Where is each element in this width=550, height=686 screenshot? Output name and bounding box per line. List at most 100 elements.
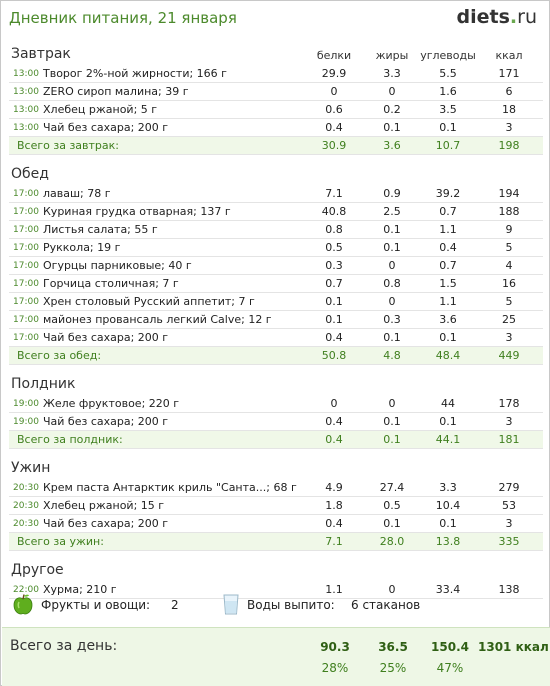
food-time: 17:00	[13, 189, 39, 199]
food-carbs: 44	[441, 397, 455, 410]
food-name[interactable]: Руккола; 19 г	[43, 241, 121, 254]
day-total-panel: Всего за день: 90.3 36.5 150.4 1301 ккал…	[2, 627, 550, 686]
meal-total-carbs: 10.7	[435, 139, 461, 152]
food-row[interactable]: 13:00 Чай без сахара; 200 г 0.4 0.1 0.1 3	[9, 119, 543, 137]
title-row: Дневник питания, 21 января diets.ru	[1, 1, 550, 35]
food-kcal: 3	[505, 121, 513, 134]
fruit-veg-count: 2	[171, 598, 179, 612]
food-protein: 0.7	[325, 277, 343, 290]
food-row[interactable]: 17:00 майонез провансаль легкий Calve; 12…	[9, 311, 543, 329]
food-name[interactable]: ZERO сироп малина; 39 г	[43, 85, 189, 98]
food-kcal: 3	[505, 331, 513, 344]
section-gap	[9, 155, 543, 163]
food-row[interactable]: 19:00 Желе фруктовое; 220 г 0 0 44 178	[9, 395, 543, 413]
food-kcal: 194	[498, 187, 520, 200]
food-fat: 0	[388, 85, 396, 98]
food-kcal: 6	[505, 85, 513, 98]
food-name[interactable]: Горчица столичная; 7 г	[43, 277, 179, 290]
food-carbs: 0.7	[439, 205, 457, 218]
food-name[interactable]: майонез провансаль легкий Calve; 12 г	[43, 313, 272, 326]
food-fat: 3.3	[383, 67, 401, 80]
day-total-carbs: 150.4	[431, 640, 469, 654]
food-row[interactable]: 17:00 лаваш; 78 г 7.1 0.9 39.2 194	[9, 185, 543, 203]
meal-header: Полдник	[9, 373, 543, 395]
section-gap	[9, 365, 543, 373]
day-protein-percent: 28%	[321, 661, 349, 675]
food-protein: 0.1	[325, 313, 343, 326]
food-time: 20:30	[13, 519, 39, 529]
food-fat: 0.9	[383, 187, 401, 200]
food-fat: 0.1	[383, 241, 401, 254]
food-time: 17:00	[13, 279, 39, 289]
food-name[interactable]: Хрен столовый Русский аппетит; 7 г	[43, 295, 255, 308]
food-fat: 0	[388, 259, 396, 272]
food-time: 17:00	[13, 333, 39, 343]
meal-name: Завтрак	[11, 46, 71, 62]
food-carbs: 3.5	[439, 103, 457, 116]
meal-total-label: Всего за завтрак:	[17, 139, 120, 152]
food-name[interactable]: Чай без сахара; 200 г	[43, 121, 169, 134]
food-protein: 0.1	[325, 295, 343, 308]
food-name[interactable]: Желе фруктовое; 220 г	[43, 397, 180, 410]
food-row[interactable]: 13:00 Творог 2%-ной жирности; 166 г 29.9 3.…	[9, 65, 543, 83]
meal-total-protein: 30.9	[321, 139, 347, 152]
water-label: Воды выпито:	[247, 598, 335, 612]
meal-total-carbs: 48.4	[435, 349, 461, 362]
meal-name: Ужин	[11, 460, 51, 476]
food-row[interactable]: 20:30 Крем паста Антарктик криль "Санта..…	[9, 479, 543, 497]
food-row[interactable]: 22:00 Хурма; 210 г 1.1 0 33.4 138	[9, 581, 543, 599]
food-name[interactable]: Хлебец ржаной; 15 г	[43, 499, 165, 512]
food-row[interactable]: 17:00 Чай без сахара; 200 г 0.4 0.1 0.1 3	[9, 329, 543, 347]
food-carbs: 0.4	[439, 241, 457, 254]
food-name[interactable]: Чай без сахара; 200 г	[43, 331, 169, 344]
food-protein: 0.4	[325, 517, 343, 530]
food-name[interactable]: лаваш; 78 г	[43, 187, 111, 200]
meal-name: Обед	[11, 166, 49, 182]
food-name[interactable]: Хлебец ржаной; 5 г	[43, 103, 158, 116]
food-name[interactable]: Чай без сахара; 200 г	[43, 415, 169, 428]
column-header-fat: жиры	[375, 49, 409, 62]
site-logo[interactable]: diets.ru	[457, 6, 537, 28]
food-row[interactable]: 20:30 Чай без сахара; 200 г 0.4 0.1 0.1 3	[9, 515, 543, 533]
food-kcal: 279	[498, 481, 520, 494]
food-fat: 0.1	[383, 517, 401, 530]
food-row[interactable]: 13:00 Хлебец ржаной; 5 г 0.6 0.2 3.5 18	[9, 101, 543, 119]
day-carbs-percent: 47%	[436, 661, 464, 675]
food-time: 20:30	[13, 501, 39, 511]
food-name[interactable]: Творог 2%-ной жирности; 166 г	[43, 67, 227, 80]
food-time: 22:00	[13, 585, 39, 595]
meal-total-protein: 0.4	[325, 433, 343, 446]
food-name[interactable]: Листья салата; 55 г	[43, 223, 158, 236]
meal-total-fat: 28.0	[379, 535, 405, 548]
food-fat: 0.5	[383, 499, 401, 512]
food-kcal: 16	[502, 277, 516, 290]
food-protein: 1.1	[325, 583, 343, 596]
food-row[interactable]: 20:30 Хлебец ржаной; 15 г 1.8 0.5 10.4 53	[9, 497, 543, 515]
food-protein: 0	[330, 397, 338, 410]
food-fat: 27.4	[379, 481, 405, 494]
food-name[interactable]: Чай без сахара; 200 г	[43, 517, 169, 530]
column-header-carbs: углеводы	[420, 49, 476, 62]
food-row[interactable]: 17:00 Огурцы парниковые; 40 г 0.3 0 0.7 4	[9, 257, 543, 275]
food-row[interactable]: 17:00 Хрен столовый Русский аппетит; 7 г 0…	[9, 293, 543, 311]
food-kcal: 18	[502, 103, 516, 116]
food-protein: 0.6	[325, 103, 343, 116]
food-kcal: 53	[502, 499, 516, 512]
food-row[interactable]: 13:00 ZERO сироп малина; 39 г 0 0 1.6 6	[9, 83, 543, 101]
day-total-protein: 90.3	[320, 640, 350, 654]
food-carbs: 0.7	[439, 259, 457, 272]
food-row[interactable]: 17:00 Куриная грудка отварная; 137 г 40.8 2…	[9, 203, 543, 221]
food-row[interactable]: 17:00 Руккола; 19 г 0.5 0.1 0.4 5	[9, 239, 543, 257]
food-name[interactable]: Крем паста Антарктик криль "Санта...; 68…	[43, 481, 297, 494]
meal-total-row: Всего за полдник: 0.4 0.1 44.1 181	[9, 431, 543, 449]
food-row[interactable]: 19:00 Чай без сахара; 200 г 0.4 0.1 0.1 3	[9, 413, 543, 431]
food-name[interactable]: Хурма; 210 г	[43, 583, 117, 596]
meal-total-fat: 0.1	[383, 433, 401, 446]
food-row[interactable]: 17:00 Листья салата; 55 г 0.8 0.1 1.1 9	[9, 221, 543, 239]
food-name[interactable]: Куриная грудка отварная; 137 г	[43, 205, 231, 218]
food-time: 17:00	[13, 243, 39, 253]
food-protein: 7.1	[325, 187, 343, 200]
food-protein: 0.4	[325, 331, 343, 344]
food-row[interactable]: 17:00 Горчица столичная; 7 г 0.7 0.8 1.5 16	[9, 275, 543, 293]
food-name[interactable]: Огурцы парниковые; 40 г	[43, 259, 192, 272]
